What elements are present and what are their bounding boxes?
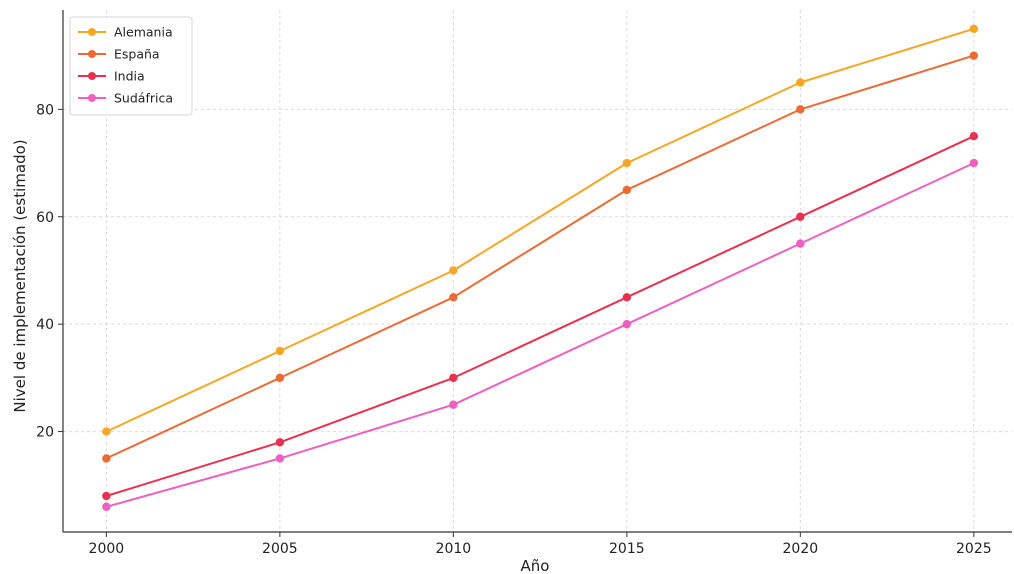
legend-swatch-marker-espana	[88, 50, 96, 58]
data-point-alemania-2000	[102, 427, 111, 436]
legend-swatch-marker-alemania	[88, 28, 96, 36]
data-point-espana-2015	[622, 185, 632, 195]
x-tick-label-2020: 2020	[783, 541, 819, 557]
x-tick-label-2000: 2000	[89, 541, 125, 557]
data-point-sudafrica-2015	[622, 319, 632, 329]
data-point-india-2020	[796, 212, 805, 221]
legend-label-sudafrica: Sudáfrica	[114, 91, 173, 106]
data-point-sudafrica-2000	[102, 502, 111, 511]
data-point-india-2015	[622, 293, 632, 302]
data-point-sudafrica-2025	[969, 158, 979, 168]
legend-item-sudafrica: Sudáfrica	[78, 91, 173, 106]
series-line-india	[106, 135, 975, 497]
series-layer	[102, 24, 979, 511]
legend-item-alemania: Alemania	[78, 25, 173, 40]
series-line-espana	[105, 54, 975, 460]
x-tick-label-2025: 2025	[956, 541, 992, 557]
data-point-sudafrica-2020	[796, 239, 805, 248]
data-point-sudafrica-2010	[449, 400, 458, 409]
data-point-espana-2020	[796, 105, 805, 114]
legend-swatch-marker-india	[88, 72, 96, 80]
y-tick-label-80: 80	[36, 102, 54, 118]
y-tick-label-40: 40	[36, 317, 54, 333]
data-point-alemania-2025	[969, 24, 979, 33]
legend-item-india: India	[78, 69, 145, 84]
data-point-alemania-2020	[796, 78, 805, 87]
series-india	[102, 132, 979, 501]
legend-label-alemania: Alemania	[114, 25, 173, 40]
y-tick-label-20: 20	[36, 425, 54, 441]
data-point-india-2025	[969, 132, 979, 141]
legend-label-india: India	[114, 69, 145, 84]
y-tick-label-60: 60	[36, 210, 54, 226]
series-alemania	[102, 24, 979, 436]
legend-swatch-marker-sudafrica	[88, 94, 96, 102]
data-point-espana-2005	[275, 373, 285, 383]
legend-label-espana: España	[114, 47, 160, 62]
tick-labels: 2000 2005 2010 2015 2020 2025 20 40 60 80	[36, 102, 991, 557]
data-point-india-2005	[275, 438, 285, 447]
series-sudafrica	[102, 158, 979, 511]
data-point-alemania-2005	[275, 346, 285, 356]
grid	[63, 10, 1012, 532]
legend: Alemania España India Sudáfrica	[69, 16, 193, 116]
data-point-india-2010	[449, 373, 458, 383]
axes	[58, 10, 1012, 537]
data-point-alemania-2010	[449, 266, 458, 275]
x-tick-label-2010: 2010	[436, 541, 472, 557]
data-point-espana-2025	[969, 51, 979, 60]
series-line-sudafrica	[106, 162, 975, 508]
y-axis-label: Nivel de implementación (estimado)	[11, 139, 29, 412]
legend-item-espana: España	[78, 47, 160, 62]
x-tick-label-2015: 2015	[609, 541, 645, 557]
series-espana	[102, 51, 979, 463]
legend-box	[69, 16, 193, 116]
data-point-espana-2010	[449, 293, 458, 302]
data-point-sudafrica-2005	[275, 454, 285, 463]
data-point-alemania-2015	[622, 158, 632, 168]
x-tick-label-2005: 2005	[262, 541, 298, 557]
series-line-alemania	[105, 27, 975, 433]
data-point-india-2000	[102, 491, 111, 501]
x-axis-label: Año	[521, 557, 550, 574]
data-point-espana-2000	[102, 454, 111, 463]
